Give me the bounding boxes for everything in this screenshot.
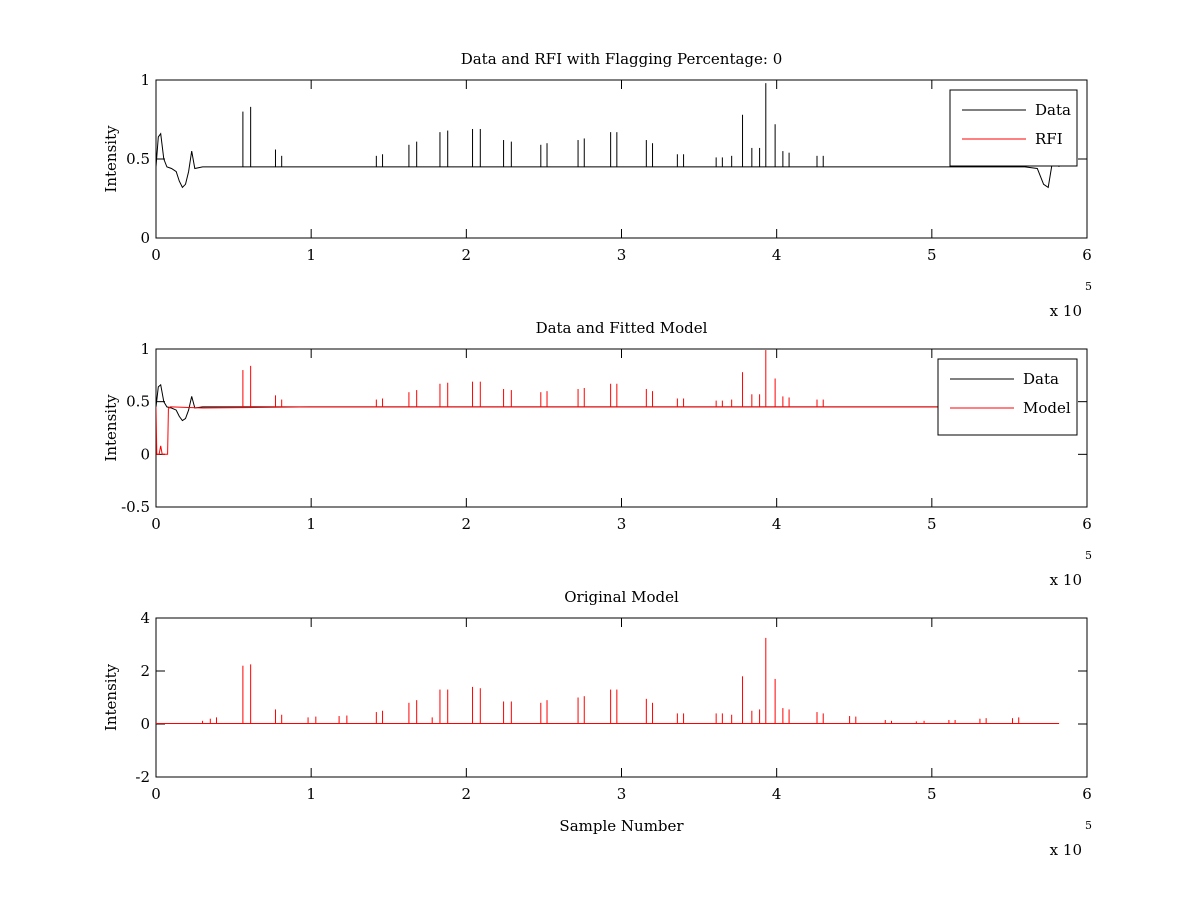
axes-frame bbox=[155, 348, 1088, 508]
x-tick-label: 6 bbox=[1082, 246, 1092, 264]
y-tick-label: 4 bbox=[140, 609, 150, 627]
chart-title: Original Model bbox=[564, 588, 679, 606]
x-tick-label: 0 bbox=[151, 785, 161, 803]
axes-frame bbox=[155, 617, 1088, 778]
legend-box bbox=[937, 358, 1078, 436]
x-tick-label: 2 bbox=[462, 246, 472, 264]
x-tick-label: 0 bbox=[151, 246, 161, 264]
x-tick-label: 0 bbox=[151, 515, 161, 533]
x-tick-label: 1 bbox=[306, 246, 316, 264]
x-tick-label: 3 bbox=[617, 785, 627, 803]
x-tick-label: 5 bbox=[927, 785, 937, 803]
subplot-1: 0 1 2 3 4 5 6 0 0.5 1 Data and RFI with Flagging P… bbox=[102, 50, 1092, 320]
y-tick-label: 1 bbox=[140, 71, 150, 89]
y-tick-label: 0 bbox=[140, 445, 150, 463]
x-tick-label: 2 bbox=[462, 515, 472, 533]
y-axis-label: Intensity bbox=[102, 394, 120, 462]
y-tick-label: 0 bbox=[140, 715, 150, 733]
chart-title: Data and RFI with Flagging Percentage: 0 bbox=[461, 50, 783, 68]
axes-frame bbox=[155, 79, 1088, 239]
x-tick-label: 4 bbox=[772, 785, 782, 803]
x-exponent-label: x 10 bbox=[1050, 841, 1082, 859]
y-axis-label: Intensity bbox=[102, 663, 120, 731]
legend: Data Model bbox=[937, 358, 1078, 436]
y-tick-label: 1 bbox=[140, 340, 150, 358]
x-tick-label: 3 bbox=[617, 515, 627, 533]
x-tick-label: 3 bbox=[617, 246, 627, 264]
x-exponent-label: x 10 bbox=[1050, 302, 1082, 320]
legend-label: RFI bbox=[1035, 130, 1063, 148]
x-tick-label: 4 bbox=[772, 515, 782, 533]
series-data bbox=[156, 83, 1060, 189]
y-axis-label: Intensity bbox=[102, 125, 120, 193]
x-exponent-power: 5 bbox=[1085, 280, 1092, 293]
y-tick-label: -2 bbox=[135, 768, 150, 786]
legend: Data RFI bbox=[949, 89, 1078, 167]
series-model bbox=[156, 350, 1060, 455]
x-tick-label: 6 bbox=[1082, 515, 1092, 533]
legend-box bbox=[949, 89, 1078, 167]
series-0 bbox=[156, 637, 1060, 724]
x-tick-label: 6 bbox=[1082, 785, 1092, 803]
legend-label: Data bbox=[1023, 370, 1059, 388]
y-tick-label: 0.5 bbox=[126, 393, 150, 411]
y-tick-label: -0.5 bbox=[121, 498, 150, 516]
legend-label: Model bbox=[1023, 399, 1071, 417]
x-axis-label: Sample Number bbox=[559, 817, 684, 835]
x-exponent-power: 5 bbox=[1085, 549, 1092, 562]
y-tick-label: 2 bbox=[140, 662, 150, 680]
y-tick-label: 0.5 bbox=[126, 150, 150, 168]
series-line bbox=[156, 132, 1060, 189]
x-exponent-label: x 10 bbox=[1050, 571, 1082, 589]
legend-label: Data bbox=[1035, 101, 1071, 119]
chart-title: Data and Fitted Model bbox=[536, 319, 708, 337]
x-tick-label: 4 bbox=[772, 246, 782, 264]
x-tick-label: 1 bbox=[306, 515, 316, 533]
x-tick-label: 1 bbox=[306, 785, 316, 803]
x-tick-label: 5 bbox=[927, 515, 937, 533]
y-tick-label: 0 bbox=[140, 229, 150, 247]
x-exponent-power: 5 bbox=[1085, 819, 1092, 832]
x-tick-label: 2 bbox=[462, 785, 472, 803]
x-tick-label: 5 bbox=[927, 246, 937, 264]
series-line bbox=[156, 406, 1060, 455]
